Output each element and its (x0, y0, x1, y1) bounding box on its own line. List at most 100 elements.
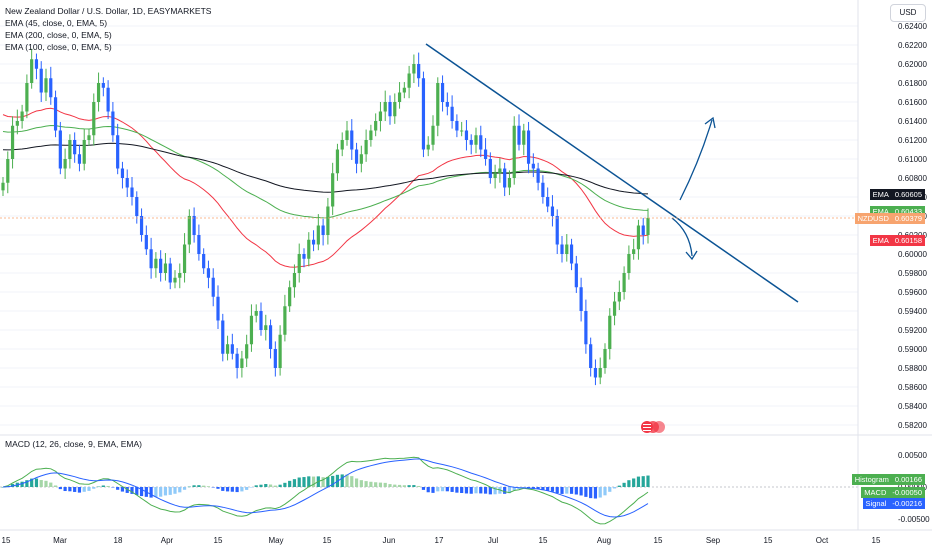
candle-body (96, 83, 101, 102)
downward-scenario-arrow[interactable] (671, 217, 693, 257)
candle-body (498, 168, 502, 174)
histogram-bar (460, 487, 464, 494)
histogram-bar (426, 487, 430, 493)
candle-body (388, 102, 392, 117)
currency-button[interactable]: USD (890, 4, 926, 22)
candle-body (464, 130, 469, 140)
candle-body (6, 159, 10, 183)
ema45-legend[interactable]: EMA (45, close, 0, EMA, 5) (5, 18, 108, 28)
histogram-bar (512, 487, 516, 491)
candle-body (503, 168, 507, 188)
candles (1, 48, 650, 386)
price-tick-label: 0.59200 (898, 326, 927, 335)
histogram-bar (120, 487, 125, 492)
candle-body (221, 320, 225, 354)
histogram-bar (393, 484, 397, 487)
candle-body (283, 306, 287, 335)
ema200-tag-label: EMA (869, 189, 892, 201)
ema45-tag-label: EMA (869, 235, 892, 247)
histogram-bar (63, 487, 67, 492)
candle-body (192, 216, 196, 235)
candle-body (15, 121, 19, 126)
time-tick-label: Jun (383, 536, 396, 545)
symbol-title[interactable]: New Zealand Dollar / U.S. Dollar, 1D, EA… (5, 6, 212, 16)
candle-body (555, 216, 559, 245)
candle-body (273, 349, 277, 368)
histogram-bar (546, 487, 550, 491)
histogram-tag-label: Histogram (851, 473, 892, 485)
upward-arrow-head (704, 116, 716, 129)
trendline-annotations[interactable] (0, 43, 858, 303)
histogram-bar (58, 487, 62, 490)
candle-body (412, 64, 416, 74)
histogram-bar (240, 487, 244, 492)
candle-body (354, 149, 359, 164)
candle-body (617, 292, 621, 302)
candle-body (245, 344, 249, 359)
candle-body (612, 301, 617, 316)
candle-body (254, 311, 258, 316)
histogram-bar (421, 487, 426, 490)
ema200-legend[interactable]: EMA (200, close, 0, EMA, 5) (5, 30, 112, 40)
candle-body (187, 216, 191, 245)
histogram-bar (77, 487, 82, 493)
macd-legend[interactable]: MACD (12, 26, close, 9, EMA, EMA) (5, 439, 142, 449)
signal-tag-value: -0.00216 (889, 497, 925, 509)
macd-price-tag: MACD -0.00050 (861, 486, 925, 498)
histogram-bar (541, 487, 545, 491)
candle-body (378, 111, 383, 121)
histogram-bar (464, 487, 469, 494)
histogram-bar (526, 487, 531, 488)
candle-body (216, 296, 220, 321)
candle-body (641, 225, 645, 235)
upward-scenario-arrow[interactable] (679, 119, 713, 201)
price-tag-label: NZDUSD (854, 213, 892, 225)
price-tag-value: 0.60379 (891, 213, 925, 225)
candle-body (383, 102, 387, 112)
histogram-bar (202, 485, 206, 487)
ema45-line[interactable] (2, 107, 649, 268)
downward-arrow-head (685, 250, 698, 261)
downtrend-line[interactable] (425, 43, 799, 303)
histogram-bar (617, 485, 621, 487)
signal-line[interactable] (2, 458, 649, 518)
ema200-tag-value: 0.60605 (891, 189, 925, 201)
candle-body (522, 130, 526, 145)
histogram-bar (273, 485, 277, 487)
histogram-bar (345, 474, 349, 487)
price-tick-label: 0.61000 (898, 155, 927, 164)
candle-body (77, 154, 82, 164)
histogram-bar (412, 485, 416, 487)
histogram-bar (436, 487, 440, 492)
histogram-bar (125, 487, 129, 493)
candle-body (584, 311, 588, 345)
price-tick-label: 0.62400 (898, 22, 927, 31)
ema200-line[interactable] (2, 142, 649, 195)
candle-body (536, 168, 540, 183)
candle-body (421, 78, 426, 150)
histogram-bar (249, 487, 254, 488)
candle-body (101, 83, 105, 88)
candle-body (87, 135, 91, 140)
macd-tick-label: -0.00500 (898, 515, 930, 524)
histogram-bar (230, 487, 234, 492)
histogram-bar (259, 484, 263, 487)
price-axis[interactable]: 0.62400 0.62200 0.62000 0.61800 0.61600 0.614… (898, 22, 927, 430)
candle-body (307, 239, 311, 259)
candle-body (30, 59, 34, 83)
histogram-bar (254, 485, 258, 487)
macd-tick-label: 0.00500 (898, 451, 927, 460)
candle-body (264, 325, 268, 330)
price-tick-label: 0.59600 (898, 288, 927, 297)
histogram-bar (82, 487, 86, 492)
histogram-bar (221, 487, 225, 491)
candle-body (125, 178, 129, 188)
ema100-legend[interactable]: EMA (100, close, 0, EMA, 5) (5, 42, 112, 52)
histogram-bar (245, 487, 249, 490)
time-axis[interactable]: 15 Mar 18 Apr 15 May 15 Jun 17 Jul 15 Aug 15 Sep 15 Oct… (2, 536, 881, 545)
histogram-bar (44, 480, 48, 487)
candle-body (407, 73, 411, 88)
histogram-bar (369, 481, 373, 487)
candle-body (25, 83, 29, 112)
